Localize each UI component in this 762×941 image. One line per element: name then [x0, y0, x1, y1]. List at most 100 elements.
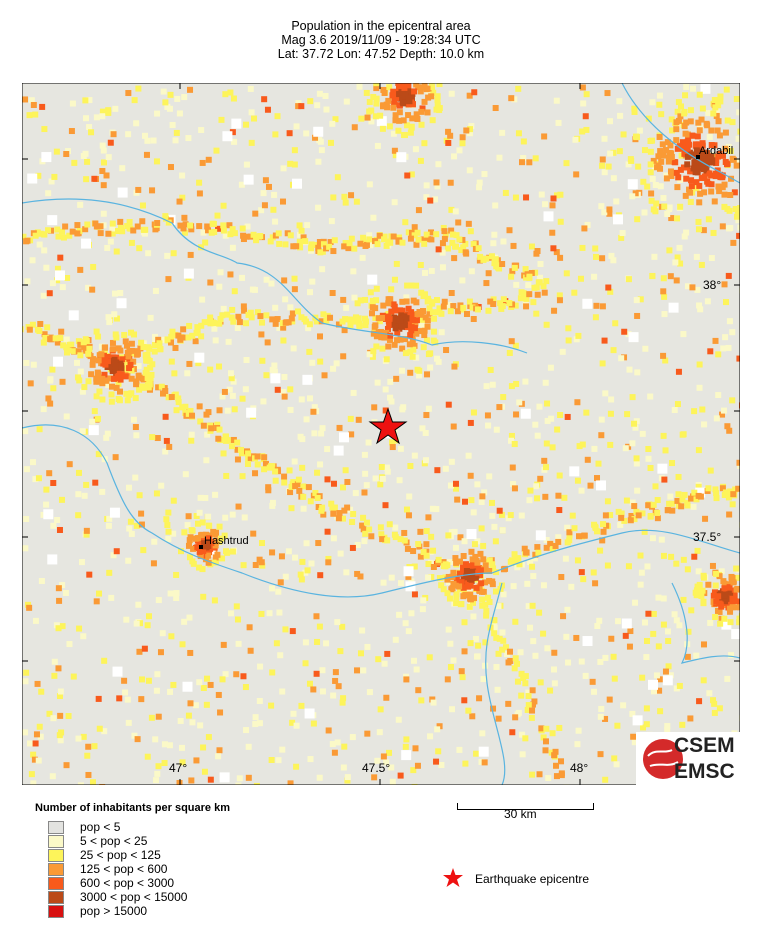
pop-cell: [462, 760, 469, 767]
pop-cell: [56, 732, 63, 739]
pop-cell: [694, 547, 701, 554]
epicentre-star-icon[interactable]: [368, 407, 408, 445]
population-map[interactable]: [22, 83, 740, 785]
pop-cell: [40, 292, 47, 299]
pop-cell: [425, 236, 432, 243]
pop-cell: [463, 567, 470, 574]
pop-cell: [282, 241, 289, 248]
pop-cell: [673, 119, 680, 126]
pop-cell: [673, 137, 680, 144]
pop-cell: [532, 551, 539, 558]
pop-cell: [593, 253, 600, 260]
pop-cell: [389, 439, 396, 446]
pop-cell: [200, 229, 207, 236]
pop-cell: [330, 248, 337, 255]
pop-cell: [615, 618, 622, 625]
pop-cell: [434, 309, 441, 316]
pop-cell: [427, 364, 434, 371]
pop-cell: [531, 555, 538, 562]
pop-cell: [105, 109, 112, 116]
pop-cell: [279, 688, 286, 695]
pop-cell: [528, 243, 535, 250]
pop-cell: [684, 131, 691, 138]
pop-cell: [296, 238, 303, 245]
pop-cell: [734, 207, 740, 214]
pop-cell: [267, 238, 274, 245]
pop-cell: [385, 296, 392, 303]
pop-cell: [409, 337, 416, 344]
pop-cell: [458, 668, 465, 675]
pop-cell: [561, 494, 568, 501]
pop-cell: [163, 437, 170, 444]
pop-cell: [366, 181, 373, 188]
pop-cell: [62, 589, 69, 596]
pop-cell: [217, 709, 224, 716]
pop-cell: [436, 83, 443, 88]
pop-cell: [408, 610, 415, 617]
pop-cell: [250, 231, 257, 238]
pop-cell: [325, 727, 332, 734]
pop-cell: [295, 308, 302, 315]
pop-cell: [618, 234, 625, 241]
pop-cell: [391, 341, 398, 348]
pop-cell: [500, 566, 507, 573]
pop-cell: [439, 264, 446, 271]
pop-cell: [699, 587, 706, 594]
pop-cell: [279, 198, 286, 205]
pop-cell: [691, 489, 698, 496]
pop-cell: [456, 236, 463, 243]
pop-cell: [220, 202, 227, 209]
pop-cell: [700, 574, 707, 581]
pop-cell: [452, 555, 459, 562]
pop-cell: [660, 552, 667, 559]
pop-cell: [443, 347, 450, 354]
pop-cell: [374, 379, 381, 386]
pop-cell: [133, 522, 140, 529]
pop-cell: [713, 598, 720, 605]
pop-cell: [281, 473, 288, 480]
pop-cell: [494, 686, 501, 693]
pop-cell: [117, 347, 124, 354]
pop-cell: [478, 525, 485, 532]
pop-cell: [181, 94, 188, 101]
pop-cell: [179, 641, 186, 648]
pop-cell: [95, 333, 102, 340]
pop-cell: [91, 408, 98, 415]
pop-cell: [298, 396, 305, 403]
pop-cell: [691, 408, 698, 415]
pop-cell: [429, 117, 436, 124]
pop-cell: [233, 671, 240, 678]
pop-cell: [530, 638, 537, 645]
pop-cell: [673, 617, 680, 624]
pop-cell: [598, 203, 605, 210]
pop-cell: [461, 648, 468, 655]
pop-cell: [317, 358, 324, 365]
pop-cell: [298, 702, 305, 709]
pop-cell: [407, 129, 414, 136]
pop-cell: [219, 676, 226, 683]
pop-cell: [100, 147, 107, 154]
pop-cell: [695, 226, 702, 233]
pop-cell: [108, 398, 115, 405]
pop-cell: [515, 130, 522, 137]
pop-cell: [727, 147, 734, 154]
pop-cell: [721, 492, 728, 499]
pop-cell: [110, 375, 117, 382]
pop-cell: [146, 357, 153, 364]
pop-cell: [330, 510, 337, 517]
pop-cell: [462, 561, 469, 568]
pop-cell: [126, 484, 133, 491]
pop-cell: [26, 326, 33, 333]
pop-cell: [373, 83, 380, 87]
pop-cell: [162, 99, 169, 106]
pop-cell: [262, 460, 269, 467]
pop-cell: [390, 233, 397, 240]
pop-cell: [575, 727, 582, 734]
pop-cell: [520, 674, 527, 681]
pop-cell: [499, 629, 506, 636]
pop-cell: [373, 343, 380, 350]
pop-cell: [720, 407, 727, 414]
pop-cell: [405, 512, 412, 519]
pop-cell: [544, 417, 551, 424]
pop-cell: [397, 307, 404, 314]
